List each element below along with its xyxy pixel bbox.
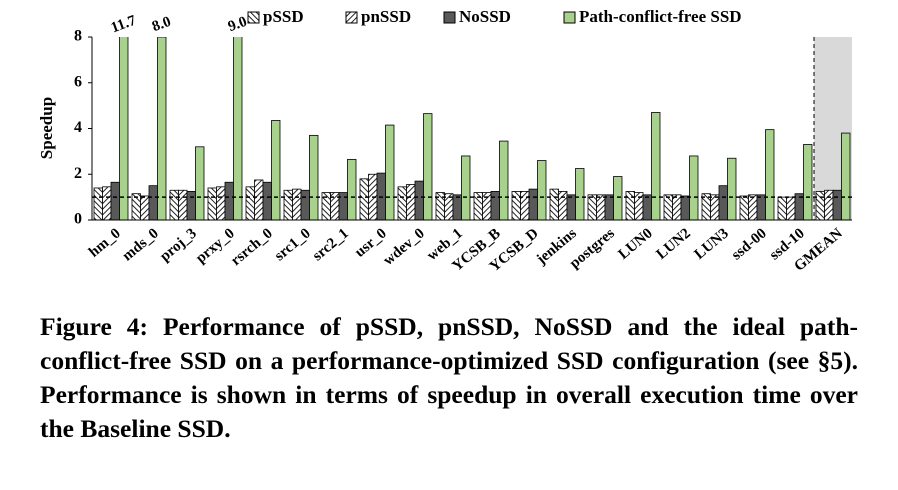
y-tick-label: 4 (74, 119, 82, 136)
bar (169, 189, 179, 221)
bar (254, 179, 264, 221)
bar (596, 194, 606, 221)
chart: Speedup 02468hm_011.7mds_08.0proj_3prxy_… (37, 7, 852, 275)
bar (786, 196, 796, 221)
bar (756, 194, 766, 221)
bar (824, 189, 834, 221)
bar (499, 140, 509, 221)
x-tick-label: proj_3 (157, 225, 200, 264)
bar (490, 191, 500, 221)
bar (558, 191, 568, 221)
bar (93, 187, 103, 221)
x-tick-label: LUN0 (615, 225, 655, 262)
x-tick-label: src2_1 (310, 225, 352, 264)
legend-label: NoSSD (459, 7, 511, 26)
bar (216, 186, 226, 221)
x-tick-label: ssd-00 (729, 225, 770, 263)
bar (292, 188, 302, 221)
bar (414, 180, 424, 221)
bar (663, 194, 673, 221)
bar (528, 188, 538, 221)
bar (102, 186, 112, 221)
bar (423, 113, 433, 221)
x-tick-label: mds_0 (120, 225, 162, 264)
bar (178, 189, 188, 221)
value-label: 9.0 (226, 14, 249, 35)
bar (680, 195, 690, 221)
bar (651, 112, 661, 221)
value-label: 11.7 (109, 12, 139, 36)
bar (271, 120, 281, 221)
bar (613, 176, 623, 221)
bar (672, 194, 682, 221)
bar (604, 194, 614, 221)
y-tick-label: 8 (74, 28, 82, 45)
x-tick-label: src1_0 (272, 225, 314, 264)
bar (385, 124, 395, 221)
legend-label: pnSSD (361, 7, 411, 26)
legend-label: pSSD (263, 7, 304, 26)
caption: Figure 4: Performance of pSSD, pnSSD, No… (40, 312, 858, 443)
bar (803, 144, 813, 221)
bar (777, 196, 787, 221)
bar (575, 168, 585, 221)
bar (406, 184, 416, 221)
x-tick-label: rsrch_0 (228, 225, 276, 269)
bar (207, 187, 217, 221)
bar (710, 194, 720, 221)
bar (689, 155, 699, 221)
bar (233, 37, 243, 221)
y-tick-label: 0 (74, 211, 82, 228)
bar (186, 191, 196, 221)
bar (642, 194, 652, 221)
bar (537, 160, 547, 221)
bar (148, 185, 158, 221)
bar (452, 194, 462, 221)
bars (93, 37, 851, 221)
bar (765, 129, 775, 221)
bar (397, 186, 407, 221)
legend-label: Path-conflict-free SSD (579, 7, 742, 26)
bar (157, 37, 167, 221)
bar (841, 132, 851, 221)
x-tick-label: wdev_0 (380, 225, 427, 268)
bar (625, 191, 635, 221)
y-tick-label: 2 (74, 165, 82, 182)
bar (195, 146, 205, 221)
bar (309, 134, 319, 221)
bar (739, 195, 749, 221)
bar (549, 188, 559, 221)
x-tick-label: LUN2 (653, 225, 693, 262)
bar (347, 158, 357, 221)
bar (587, 194, 597, 221)
bar (511, 191, 521, 221)
y-axis-label: Speedup (37, 97, 56, 159)
legend-swatch (247, 11, 260, 24)
y-tick-label: 6 (74, 73, 82, 90)
bar (300, 189, 310, 221)
bar (461, 155, 471, 221)
legend-swatch (563, 11, 576, 24)
legend-swatch (345, 11, 358, 24)
bar (110, 181, 120, 221)
bar (245, 186, 255, 221)
legend-swatch (443, 11, 456, 24)
x-tick-label: LUN3 (691, 225, 731, 262)
bar (262, 181, 272, 221)
bar (140, 195, 150, 221)
value-label: 8.0 (150, 14, 173, 35)
bar (748, 194, 758, 221)
bar (727, 157, 737, 221)
x-tick-label: hm_0 (86, 225, 124, 260)
bar (359, 178, 369, 221)
bar (832, 189, 842, 221)
bar (224, 181, 234, 221)
bar (520, 191, 530, 221)
bar (566, 194, 576, 221)
bar (815, 191, 825, 221)
bar (283, 189, 293, 221)
bar (718, 185, 728, 221)
